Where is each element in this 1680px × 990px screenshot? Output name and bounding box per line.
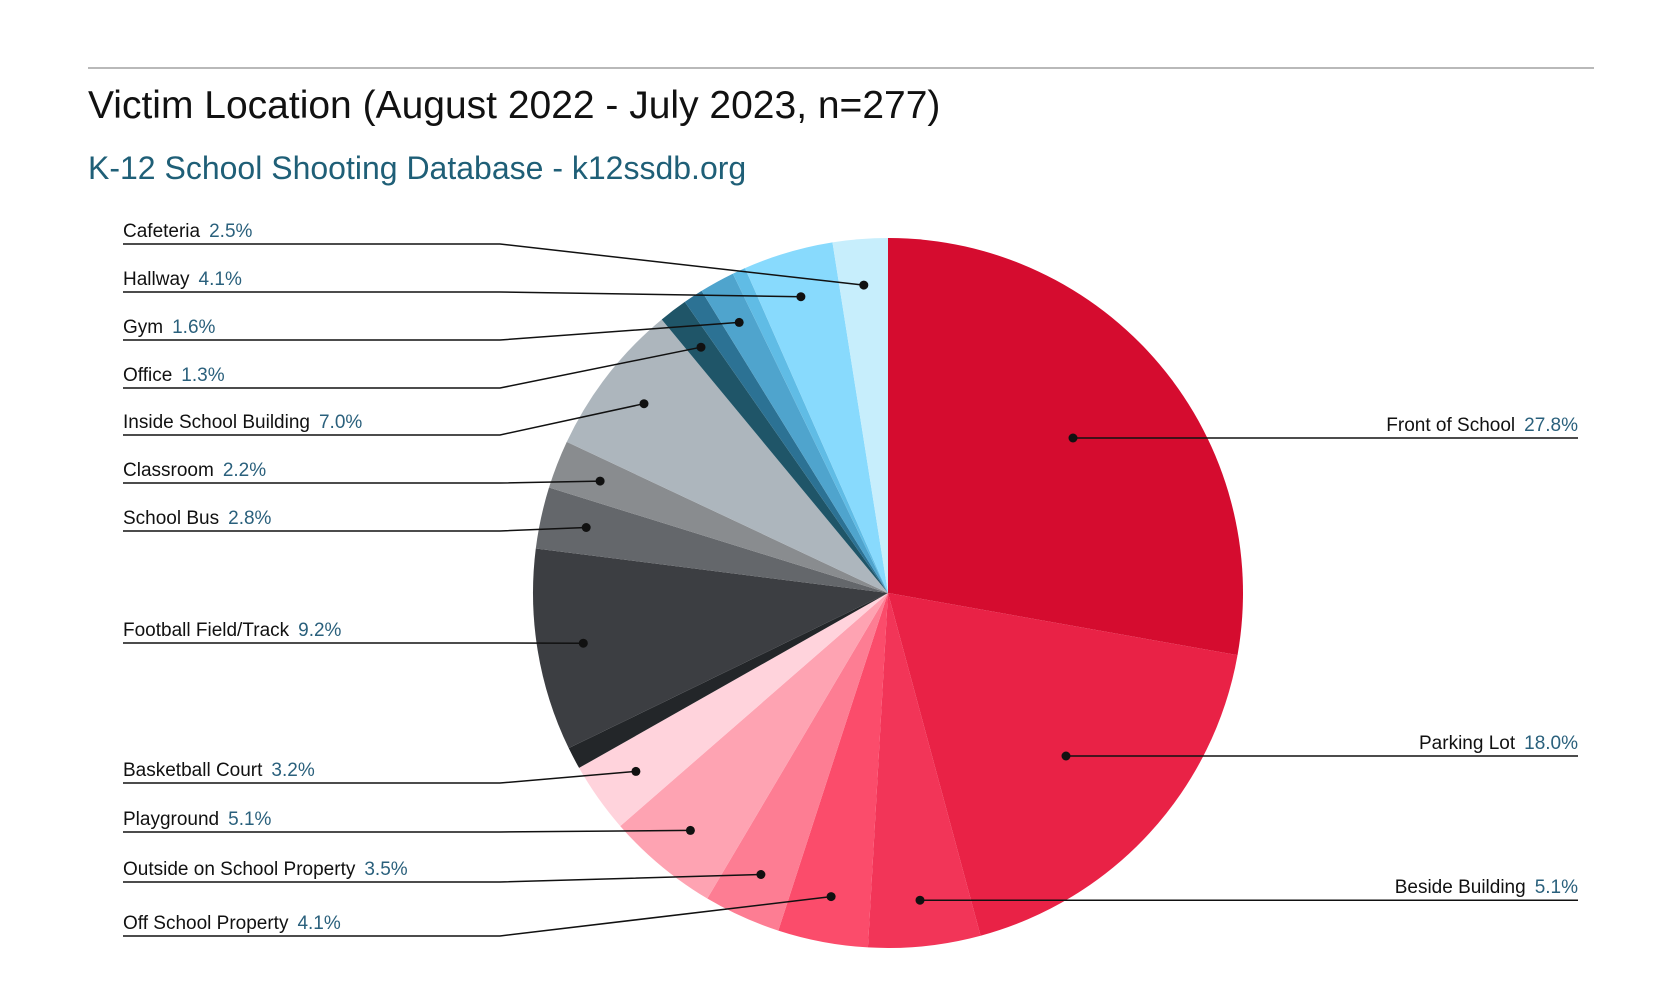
slice-percentage: 5.1% bbox=[228, 809, 271, 830]
slice-label-office: Office 1.3% bbox=[123, 365, 225, 386]
anchor-dot-front-of-school bbox=[1068, 433, 1078, 443]
pie-slice-school-bus bbox=[535, 487, 888, 593]
slice-label-classroom: Classroom 2.2% bbox=[123, 460, 266, 481]
slice-name: Beside Building bbox=[1395, 877, 1526, 898]
slice-label-football-field-track: Football Field/Track 9.2% bbox=[123, 620, 342, 641]
pie-slice-gym bbox=[701, 273, 888, 593]
slice-percentage: 4.1% bbox=[297, 913, 340, 934]
pie-slice-front-of-school bbox=[888, 238, 1243, 656]
slice-label-inside-school-building: Inside School Building 7.0% bbox=[123, 412, 362, 433]
slice-label-parking-lot: Parking Lot 18.0% bbox=[1419, 733, 1578, 754]
slice-label-beside-building: Beside Building 5.1% bbox=[1395, 877, 1578, 898]
slice-percentage: 27.8% bbox=[1524, 415, 1578, 436]
slice-name: Gym bbox=[123, 317, 163, 338]
anchor-dot-classroom bbox=[595, 476, 605, 486]
slice-label-front-of-school: Front of School 27.8% bbox=[1386, 415, 1578, 436]
slice-percentage: 3.2% bbox=[271, 760, 314, 781]
anchor-dot-football-field-track bbox=[578, 638, 588, 648]
slice-percentage: 18.0% bbox=[1524, 733, 1578, 754]
slice-percentage: 5.1% bbox=[1535, 877, 1578, 898]
pie-slice-unlabeled-13 bbox=[684, 290, 888, 593]
leader-line-off-school-property bbox=[123, 895, 832, 937]
top-rule bbox=[88, 67, 1594, 69]
pie-slice-inside-school-building bbox=[566, 319, 888, 593]
pie-slice-office bbox=[661, 301, 888, 593]
pie-slice-unlabeled-15 bbox=[732, 268, 888, 593]
leader-line-basketball-court bbox=[123, 770, 636, 784]
slice-label-hallway: Hallway 4.1% bbox=[123, 269, 242, 290]
pie-slice-classroom bbox=[549, 441, 888, 593]
chart-subtitle: K-12 School Shooting Database - k12ssdb.… bbox=[88, 150, 747, 186]
leader-line-playground bbox=[123, 829, 691, 833]
anchor-dot-inside-school-building bbox=[639, 399, 649, 409]
pie-slice-hallway bbox=[744, 242, 888, 593]
leader-line-school-bus bbox=[123, 526, 587, 532]
pie-slice-parking-lot bbox=[888, 593, 1238, 936]
slice-name: Hallway bbox=[123, 269, 190, 290]
anchor-dot-playground bbox=[685, 825, 695, 835]
slice-label-gym: Gym 1.6% bbox=[123, 317, 216, 338]
slice-percentage: 3.5% bbox=[364, 859, 407, 880]
anchor-dot-hallway bbox=[796, 292, 806, 302]
slice-label-cafeteria: Cafeteria 2.5% bbox=[123, 221, 253, 242]
leader-line-cafeteria bbox=[123, 243, 864, 286]
slice-label-playground: Playground 5.1% bbox=[123, 809, 272, 830]
anchor-dot-basketball-court bbox=[631, 766, 641, 776]
pie-slice-cafeteria bbox=[832, 238, 888, 593]
slice-percentage: 2.2% bbox=[223, 460, 266, 481]
anchor-dot-cafeteria bbox=[859, 280, 869, 290]
anchor-dot-office bbox=[696, 342, 706, 352]
slice-percentage: 7.0% bbox=[319, 412, 362, 433]
leader-line-hallway bbox=[123, 291, 801, 298]
pie-slice-beside-building bbox=[867, 593, 981, 948]
slice-percentage: 1.3% bbox=[181, 365, 224, 386]
slice-name: Basketball Court bbox=[123, 760, 263, 781]
anchor-dot-beside-building bbox=[915, 895, 925, 905]
slice-name: Off School Property bbox=[123, 913, 289, 934]
slice-name: Playground bbox=[123, 809, 219, 830]
slice-label-off-school-property: Off School Property 4.1% bbox=[123, 913, 341, 934]
slice-name: School Bus bbox=[123, 508, 219, 529]
slice-label-outside-on-school-property: Outside on School Property 3.5% bbox=[123, 859, 408, 880]
leader-line-gym bbox=[123, 321, 740, 341]
slice-percentage: 2.5% bbox=[209, 221, 252, 242]
leader-line-inside-school-building bbox=[123, 402, 645, 436]
pie-callouts: Front of School 27.8% Parking Lot 18.0% Besi… bbox=[123, 221, 1578, 937]
chart-title: Victim Location (August 2022 - July 2023… bbox=[88, 84, 941, 127]
slice-name: Parking Lot bbox=[1419, 733, 1516, 754]
leader-line-classroom bbox=[123, 480, 601, 484]
anchor-dot-gym bbox=[734, 317, 744, 327]
anchor-dot-school-bus bbox=[581, 523, 591, 532]
anchor-dot-parking-lot bbox=[1061, 751, 1071, 761]
slice-name: Front of School bbox=[1386, 415, 1515, 436]
anchor-dot-off-school-property bbox=[826, 892, 836, 902]
pie-slice-unlabeled-7 bbox=[568, 593, 888, 768]
pie-slice-off-school-property bbox=[778, 593, 888, 948]
slice-name: Office bbox=[123, 365, 172, 386]
anchor-dot-outside-on-school-property bbox=[756, 870, 766, 879]
slice-name: Inside School Building bbox=[123, 412, 310, 433]
slice-percentage: 2.8% bbox=[228, 508, 271, 529]
leader-line-outside-on-school-property bbox=[123, 873, 761, 883]
slice-label-school-bus: School Bus 2.8% bbox=[123, 508, 272, 529]
pie-slice-playground bbox=[620, 593, 888, 899]
slice-label-basketball-court: Basketball Court 3.2% bbox=[123, 760, 315, 781]
slice-name: Football Field/Track bbox=[123, 620, 290, 641]
slice-name: Outside on School Property bbox=[123, 859, 356, 880]
slice-percentage: 1.6% bbox=[172, 317, 215, 338]
slice-percentage: 9.2% bbox=[298, 620, 341, 641]
leader-line-office bbox=[123, 346, 702, 389]
slice-name: Classroom bbox=[123, 460, 214, 481]
pie-slice-football-field-track bbox=[533, 548, 888, 749]
pie-slice-basketball-court bbox=[579, 593, 888, 827]
pie-slices bbox=[533, 238, 1243, 948]
pie-slice-outside-on-school-property bbox=[707, 593, 888, 931]
slice-percentage: 4.1% bbox=[199, 269, 242, 290]
slice-name: Cafeteria bbox=[123, 221, 201, 242]
